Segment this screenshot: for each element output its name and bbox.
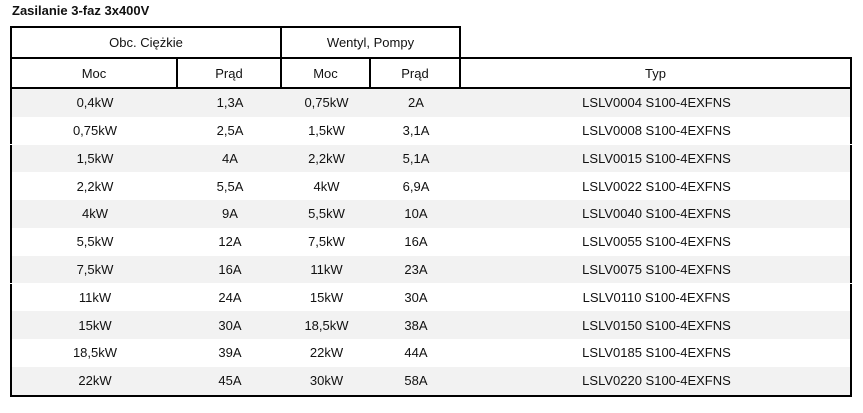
cell-typ: LSLV0022 S100-4EXFNS	[582, 178, 731, 194]
header-prad-1: Prąd	[176, 57, 280, 89]
cell-moc-heavy: 22kW	[78, 373, 112, 389]
cell-moc-heavy: 0,75kW	[72, 123, 118, 139]
header-prad-2: Prąd	[369, 57, 459, 89]
cell-moc-fans: 11kW	[310, 262, 343, 278]
cell-typ: LSLV0055 S100-4EXFNS	[582, 234, 731, 250]
cell-typ: LSLV0004 S100-4EXFNS	[582, 95, 731, 111]
cell-prad-fans: 30A	[404, 289, 428, 305]
cell-moc-heavy: 4kW	[82, 206, 108, 222]
table-row: 4kW 9A 5,5kW 10A LSLV0040 S100-4EXFNS	[10, 200, 852, 228]
cell-prad-fans: 44A	[404, 345, 428, 361]
table-row: 11kW 24A 15kW 30A LSLV0110 S100-4EXFNS	[10, 283, 852, 312]
cell-moc-heavy: 1,5kW	[76, 150, 114, 166]
table-row: 7,5kW 16A 11kW 23A LSLV0075 S100-4EXFNS	[10, 255, 852, 284]
cell-prad-fans: 3,1A	[402, 123, 430, 139]
cell-typ: LSLV0110 S100-4EXFNS	[582, 289, 731, 305]
cell-typ: LSLV0040 S100-4EXFNS	[582, 206, 731, 222]
cell-prad-heavy: 5,5A	[216, 178, 244, 194]
cell-prad-fans: 58A	[404, 373, 428, 389]
header-group-heavy-load: Obc. Ciężkie	[10, 26, 280, 57]
cell-moc-fans: 22kW	[309, 345, 344, 361]
cell-moc-heavy: 7,5kW	[76, 262, 114, 278]
cell-prad-heavy: 39A	[218, 345, 242, 361]
cell-prad-fans: 23A	[404, 262, 428, 278]
cell-prad-heavy: 2,5A	[216, 123, 244, 139]
cell-moc-heavy: 15kW	[78, 317, 112, 333]
cell-prad-heavy: 4A	[222, 150, 238, 166]
table-row: 15kW 30A 18,5kW 38A LSLV0150 S100-4EXFNS	[10, 311, 852, 339]
header-moc-2: Moc	[280, 57, 369, 89]
cell-prad-heavy: 24A	[218, 289, 242, 305]
header-typ: Typ	[459, 57, 852, 89]
cell-moc-heavy: 5,5kW	[76, 234, 114, 250]
table-bottom-border	[10, 395, 852, 397]
cell-prad-fans: 5,1A	[402, 150, 430, 166]
cell-typ: LSLV0185 S100-4EXFNS	[582, 345, 731, 361]
cell-moc-heavy: 2,2kW	[76, 178, 114, 194]
cell-typ: LSLV0015 S100-4EXFNS	[582, 150, 731, 166]
table-row: 0,75kW 2,5A 1,5kW 3,1A LSLV0008 S100-4EXFNS	[10, 116, 852, 145]
cell-moc-fans: 15kW	[309, 289, 344, 305]
cell-moc-fans: 0,75kW	[304, 95, 349, 111]
cell-moc-fans: 5,5kW	[308, 206, 345, 222]
cell-moc-heavy: 11kW	[78, 289, 112, 305]
cell-prad-fans: 38A	[404, 317, 428, 333]
cell-prad-heavy: 1,3A	[216, 95, 244, 111]
cell-prad-fans: 16A	[404, 234, 428, 250]
cell-moc-fans: 1,5kW	[308, 123, 345, 139]
table-row: 1,5kW 4A 2,2kW 5,1A LSLV0015 S100-4EXFNS	[10, 144, 852, 173]
cell-moc-fans: 30kW	[309, 373, 344, 389]
cell-prad-heavy: 45A	[218, 373, 242, 389]
table-row: 0,4kW 1,3A 0,75kW 2A LSLV0004 S100-4EXFNS	[10, 89, 852, 117]
cell-moc-heavy: 18,5kW	[72, 345, 118, 361]
table-row: 18,5kW 39A 22kW 44A LSLV0185 S100-4EXFNS	[10, 339, 852, 367]
cell-moc-fans: 18,5kW	[304, 317, 349, 333]
header-group-fans-pumps: Wentyl, Pompy	[280, 26, 461, 57]
header-moc-1: Moc	[10, 57, 176, 89]
table-row: 2,2kW 5,5A 4kW 6,9A LSLV0022 S100-4EXFNS	[10, 172, 852, 200]
cell-prad-heavy: 12A	[218, 234, 242, 250]
cell-moc-fans: 2,2kW	[308, 150, 345, 166]
cell-prad-fans: 2A	[408, 95, 424, 111]
table-row: 5,5kW 12A 7,5kW 16A LSLV0055 S100-4EXFNS	[10, 228, 852, 256]
cell-typ: LSLV0220 S100-4EXFNS	[582, 373, 731, 389]
table-row: 22kW 45A 30kW 58A LSLV0220 S100-4EXFNS	[10, 367, 852, 395]
cell-typ: LSLV0008 S100-4EXFNS	[582, 123, 731, 139]
cell-typ: LSLV0150 S100-4EXFNS	[582, 317, 731, 333]
cell-prad-heavy: 30A	[218, 317, 242, 333]
cell-typ: LSLV0075 S100-4EXFNS	[582, 262, 731, 278]
cell-prad-fans: 10A	[404, 206, 428, 222]
cell-prad-fans: 6,9A	[402, 178, 430, 194]
cell-moc-heavy: 0,4kW	[76, 95, 114, 111]
cell-prad-heavy: 16A	[218, 262, 242, 278]
table-title: Zasilanie 3-faz 3x400V	[12, 3, 150, 18]
cell-prad-heavy: 9A	[222, 206, 238, 222]
cell-moc-fans: 7,5kW	[308, 234, 345, 250]
cell-moc-fans: 4kW	[313, 178, 340, 194]
